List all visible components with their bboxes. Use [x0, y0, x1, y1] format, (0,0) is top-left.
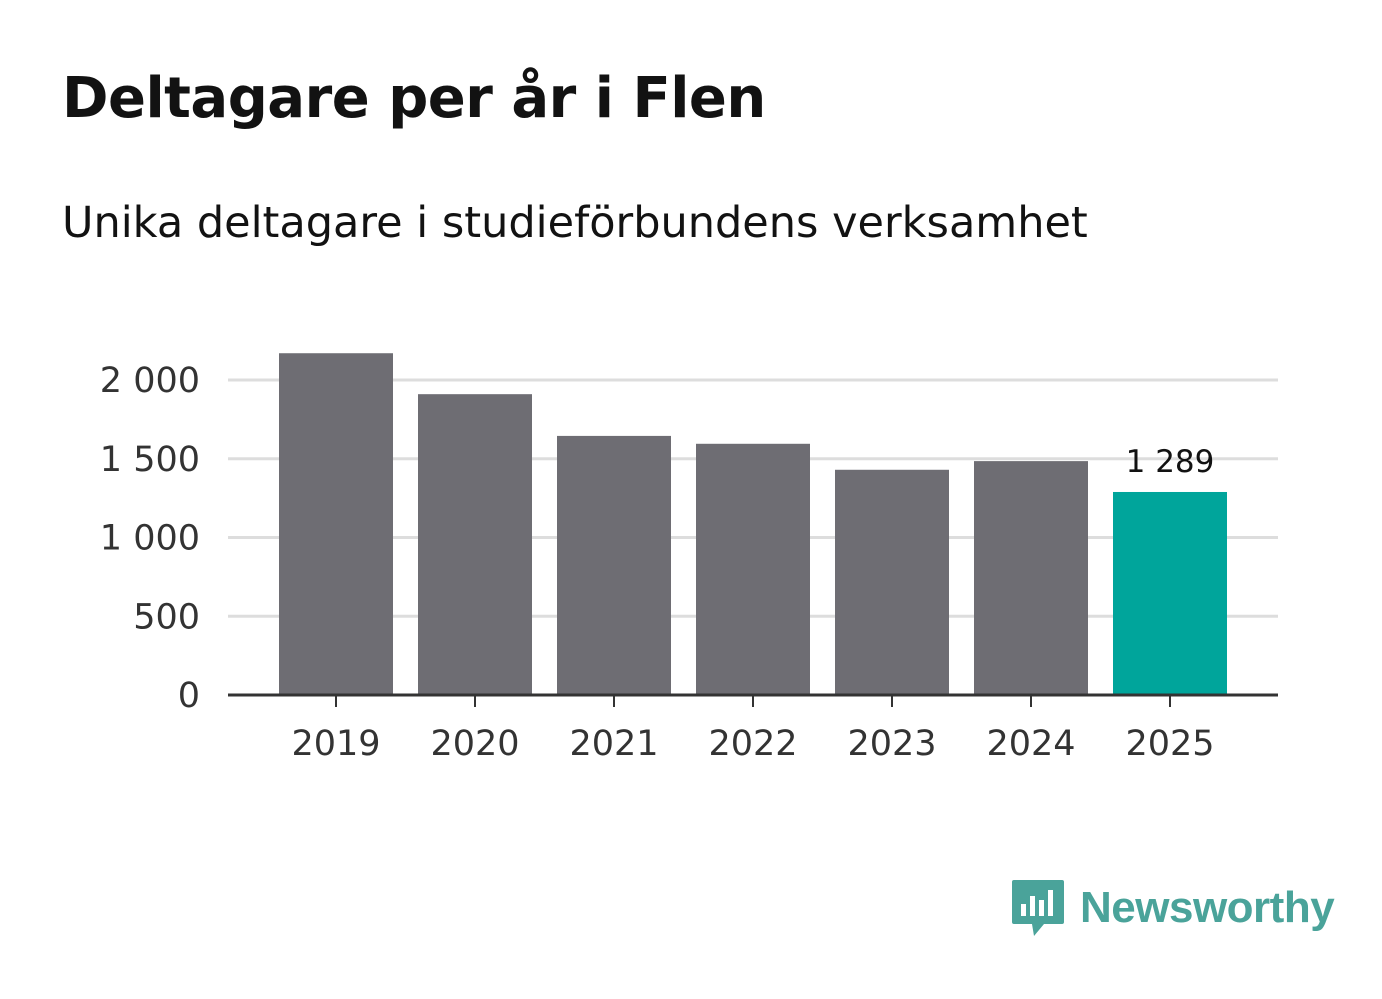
bar-2019: [279, 353, 393, 695]
bar-2020: [418, 394, 532, 695]
bar-2022: [696, 443, 810, 695]
y-tick-label: 1 500: [100, 440, 200, 480]
bar-2021: [557, 435, 671, 695]
x-tick-label: 2024: [986, 724, 1075, 764]
x-tick-label: 2021: [569, 724, 658, 764]
x-tick-label: 2023: [847, 724, 936, 764]
y-tick-label: 1 000: [100, 519, 200, 559]
brand-logo: Newsworthy: [1010, 878, 1335, 938]
x-tick-label: 2025: [1125, 724, 1214, 764]
chart-subtitle: Unika deltagare i studieförbundens verks…: [62, 198, 1088, 248]
data-label: 1 289: [1126, 444, 1215, 480]
bar-2023: [835, 469, 949, 695]
x-tick-label: 2022: [708, 724, 797, 764]
x-tick-label: 2020: [430, 724, 519, 764]
y-tick-label: 2 000: [100, 361, 200, 401]
bar-2025: [1113, 491, 1227, 695]
y-tick-label: 0: [178, 676, 200, 716]
brand-name: Newsworthy: [1080, 883, 1335, 932]
x-tick-label: 2019: [291, 724, 380, 764]
bar-2024: [974, 461, 1088, 695]
bar-chart-speech-bubble-icon: [1012, 880, 1064, 936]
chart-title: Deltagare per år i Flen: [62, 66, 766, 131]
y-tick-label: 500: [133, 597, 200, 637]
